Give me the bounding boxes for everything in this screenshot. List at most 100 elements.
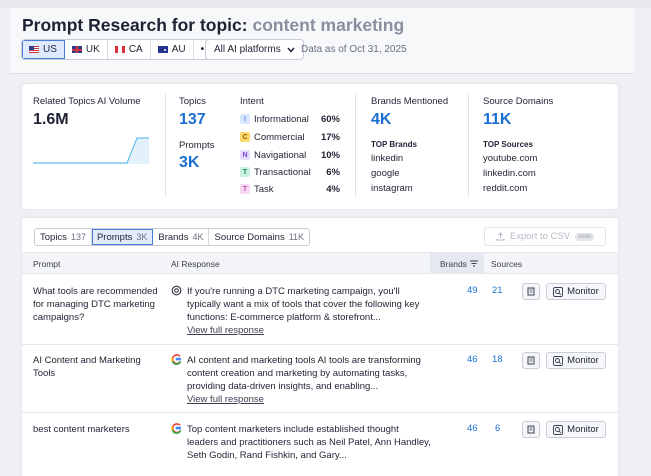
tab-label: Source Domains	[214, 231, 285, 243]
country-us[interactable]: US	[22, 40, 65, 59]
monitor-search-icon	[553, 286, 564, 297]
monitor-button[interactable]: Monitor	[546, 421, 606, 438]
upload-icon	[496, 232, 505, 241]
column-ai-response: AI Response	[171, 259, 220, 269]
intent-row-navigational: N Navigational 10%	[240, 148, 340, 162]
intent-name: Informational	[254, 113, 309, 125]
country-selector: US UK CA AU •••	[21, 39, 223, 60]
intent-pct: 17%	[320, 131, 340, 143]
ai-platform-select[interactable]: All AI platforms	[205, 39, 304, 60]
table-row: best content marketers Top content marke…	[22, 414, 618, 476]
top-source-item: reddit.com	[483, 183, 528, 194]
sources-count[interactable]: 6	[495, 423, 501, 434]
column-brands-sortable[interactable]: Brands	[430, 253, 484, 274]
monitor-button[interactable]: Monitor	[546, 283, 606, 300]
country-code: AU	[171, 44, 186, 55]
uk-flag-icon	[71, 46, 82, 53]
intent-label: Intent	[240, 96, 264, 107]
table-row: AI Content and Marketing Tools AI conten…	[22, 346, 618, 413]
document-icon	[527, 425, 534, 434]
platform-select-value: All AI platforms	[214, 44, 281, 55]
brands-count[interactable]: 49	[467, 285, 478, 296]
prompts-label: Prompts	[179, 140, 215, 151]
details-button[interactable]	[522, 421, 540, 438]
tab-topics[interactable]: Topics 137	[35, 229, 92, 245]
sort-icon	[469, 260, 478, 267]
prompts-value[interactable]: 3K	[179, 154, 200, 171]
intent-row-informational: I Informational 60%	[240, 112, 340, 126]
details-button[interactable]	[522, 352, 540, 369]
intent-pct: 10%	[320, 149, 340, 161]
intent-row-transactional: T Transactional 6%	[240, 165, 340, 179]
monitor-label: Monitor	[567, 286, 599, 297]
tab-source-domains[interactable]: Source Domains 11K	[209, 229, 310, 245]
stats-divider	[468, 94, 469, 196]
page-title: Prompt Research for topic: content marke…	[22, 15, 404, 36]
topics-label: Topics	[179, 96, 206, 107]
header-divider	[10, 73, 634, 74]
intent-name: Commercial	[254, 131, 305, 143]
topics-value[interactable]: 137	[179, 111, 206, 128]
source-domains-value[interactable]: 11K	[483, 111, 512, 128]
column-brands: Brands	[440, 258, 467, 269]
title-topic: content marketing	[252, 15, 405, 35]
brands-count[interactable]: 46	[467, 354, 478, 365]
brands-count[interactable]: 46	[467, 423, 478, 434]
tab-count: 3K	[136, 232, 148, 242]
intent-name: Transactional	[254, 166, 311, 178]
view-full-response-link[interactable]: View full response	[187, 325, 264, 336]
details-button[interactable]	[522, 283, 540, 300]
volume-label: Related Topics AI Volume	[33, 96, 141, 107]
tab-prompts[interactable]: Prompts 3K	[91, 229, 154, 245]
country-au[interactable]: AU	[151, 40, 194, 59]
view-full-response-link[interactable]: View full response	[187, 394, 264, 405]
top-brand-item: google	[371, 168, 400, 179]
prompt-text: What tools are recommended for managing …	[33, 286, 158, 323]
stats-card: Related Topics AI Volume 1.6M Topics 137…	[22, 84, 618, 209]
intent-pct: 60%	[320, 113, 340, 125]
ai-response-text: If you're running a DTC marketing campai…	[187, 286, 420, 323]
country-code: US	[43, 44, 57, 55]
data-as-of-text: Data as of Oct 31, 2025	[301, 44, 407, 55]
country-uk[interactable]: UK	[65, 40, 108, 59]
monitor-button[interactable]: Monitor	[546, 352, 606, 369]
commercial-intent-icon: C	[240, 132, 250, 142]
tab-label: Brands	[158, 231, 189, 243]
table-header: Prompt AI Response Brands Sources	[22, 252, 618, 274]
source-domains-label: Source Domains	[483, 96, 554, 107]
intent-name: Navigational	[254, 149, 307, 161]
prompt-text: best content marketers	[33, 424, 130, 435]
top-sources-label: TOP Sources	[483, 140, 533, 149]
country-code: CA	[128, 44, 143, 55]
brands-mentioned-label: Brands Mentioned	[371, 96, 449, 107]
tab-count: 137	[70, 232, 86, 242]
chatgpt-icon	[171, 285, 182, 296]
stats-divider	[165, 94, 166, 196]
tab-brands[interactable]: Brands 4K	[153, 229, 210, 245]
sources-count[interactable]: 21	[492, 285, 503, 296]
intent-pct: 6%	[326, 166, 340, 178]
google-icon	[171, 423, 182, 434]
us-flag-icon	[29, 46, 39, 53]
intent-pct: 4%	[326, 183, 340, 195]
country-ca[interactable]: CA	[108, 40, 151, 59]
column-prompt: Prompt	[33, 259, 61, 269]
intent-row-commercial: C Commercial 17%	[240, 130, 340, 144]
task-intent-icon: T	[240, 184, 250, 194]
monitor-search-icon	[553, 355, 564, 366]
brands-mentioned-value[interactable]: 4K	[371, 111, 392, 128]
top-brand-item: instagram	[371, 183, 413, 194]
top-brand-item: linkedin	[371, 153, 404, 164]
window-top-bar	[0, 0, 651, 8]
top-source-item: linkedin.com	[483, 168, 536, 179]
tab-count: 4K	[192, 232, 204, 242]
au-flag-icon	[157, 46, 168, 53]
top-brands-label: TOP Brands	[371, 140, 417, 149]
document-icon	[527, 356, 534, 365]
sources-count[interactable]: 18	[492, 354, 503, 365]
navigational-intent-icon: N	[240, 150, 250, 160]
top-source-item: youtube.com	[483, 153, 538, 164]
export-label: Export to CSV	[509, 231, 571, 242]
prompts-table-card: Topics 137 Prompts 3K Brands 4K Source D…	[22, 218, 618, 476]
export-csv-button[interactable]: Export to CSV soon	[484, 227, 606, 246]
